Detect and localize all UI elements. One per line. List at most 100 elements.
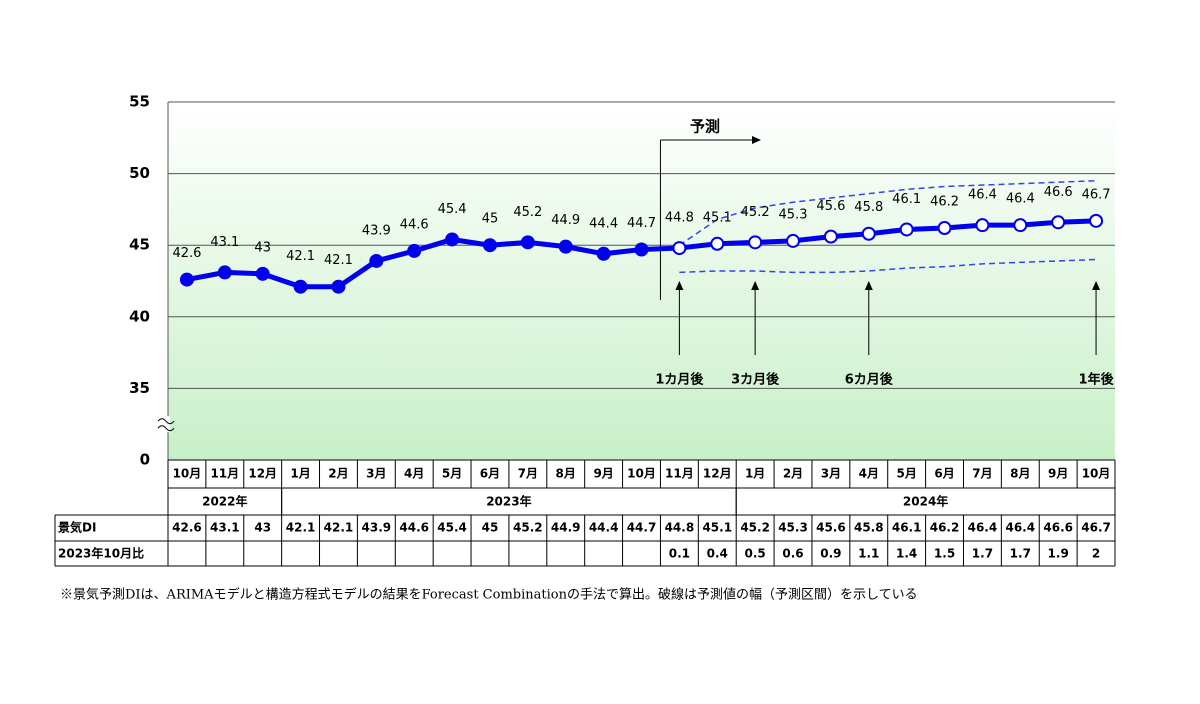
table-cell: 45.1	[702, 521, 732, 535]
point	[634, 242, 649, 257]
table-cell: 43	[254, 521, 271, 535]
data-label: 45.1	[703, 210, 732, 225]
y-tick-label: 0	[140, 451, 150, 469]
y-tick-label: 40	[129, 307, 150, 325]
data-label: 45.3	[779, 207, 808, 222]
table-cell: 45.6	[816, 521, 846, 535]
point	[823, 229, 838, 244]
x-tick-label: 8月	[1010, 467, 1030, 481]
table-cell: 42.1	[324, 521, 354, 535]
point	[520, 235, 535, 250]
x-tick-label: 7月	[518, 467, 538, 481]
data-label: 45.6	[816, 199, 845, 214]
x-tick-label: 1月	[745, 467, 765, 481]
x-tick-label: 2月	[783, 467, 803, 481]
point	[861, 226, 876, 241]
data-label: 43	[254, 240, 271, 255]
x-tick-label: 9月	[593, 467, 613, 481]
data-label: 45.2	[741, 205, 770, 220]
plot-area	[168, 102, 1115, 460]
table-cell: 46.7	[1081, 521, 1111, 535]
horizon-label: 6カ月後	[845, 372, 894, 388]
axis-break	[157, 418, 175, 432]
horizon-label: 3カ月後	[731, 372, 780, 388]
x-tick-label: 2月	[328, 467, 348, 481]
data-label: 46.4	[1006, 192, 1035, 207]
table-cell: 44.6	[399, 521, 429, 535]
data-label: 46.1	[892, 192, 921, 207]
table-cell: 44.7	[627, 521, 657, 535]
x-tick-label: 9月	[1048, 467, 1068, 481]
horizon-label: 1カ月後	[655, 372, 704, 388]
x-tick-label: 11月	[665, 467, 694, 481]
x-tick-label: 5月	[896, 467, 916, 481]
x-tick-label: 11月	[210, 467, 239, 481]
table-cell: 1.7	[1010, 547, 1031, 561]
data-label: 44.4	[589, 216, 618, 231]
point	[293, 279, 308, 294]
data-label: 46.2	[930, 195, 959, 210]
data-label: 45	[482, 212, 499, 227]
table-cell: 0.1	[669, 547, 690, 561]
point	[748, 235, 763, 250]
point	[937, 221, 952, 236]
data-label: 43.1	[210, 235, 239, 250]
x-tick-label: 10月	[627, 467, 656, 481]
table-cell: 45	[482, 521, 499, 535]
table-cell: 46.4	[1005, 521, 1035, 535]
data-label: 44.9	[551, 213, 580, 228]
data-label: 45.4	[438, 202, 467, 217]
point	[975, 218, 990, 233]
data-label: 43.9	[362, 223, 391, 238]
table-cell: 1.9	[1048, 547, 1069, 561]
x-tick-label: 3月	[366, 467, 386, 481]
x-tick-label: 10月	[1082, 467, 1111, 481]
point	[482, 238, 497, 253]
x-tick-label: 4月	[404, 467, 424, 481]
year-label: 2024年	[903, 494, 948, 509]
table-cell: 46.4	[968, 521, 998, 535]
point	[1089, 213, 1104, 228]
table-cell: 0.5	[745, 547, 766, 561]
horizon-label: 1年後	[1079, 372, 1115, 388]
data-label: 44.7	[627, 216, 656, 231]
x-tick-label: 5月	[442, 467, 462, 481]
point	[1013, 218, 1028, 233]
table-cell: 43.1	[210, 521, 240, 535]
data-label: 44.6	[400, 217, 429, 232]
table-cell: 1.4	[896, 547, 917, 561]
table-cell: 0.4	[707, 547, 728, 561]
year-label: 2023年	[486, 494, 531, 509]
point	[407, 243, 422, 258]
data-label: 45.2	[513, 205, 542, 220]
table-cell: 45.8	[854, 521, 884, 535]
x-tick-label: 3月	[821, 467, 841, 481]
point	[558, 239, 573, 254]
row-label: 景気DI	[58, 520, 96, 535]
y-tick-label: 50	[129, 164, 150, 182]
data-label: 46.4	[968, 188, 997, 203]
table-cell: 43.9	[362, 521, 392, 535]
point	[255, 266, 270, 281]
point	[331, 279, 346, 294]
table-cell: 45.3	[778, 521, 808, 535]
y-tick-label: 35	[129, 379, 150, 397]
x-tick-label: 7月	[972, 467, 992, 481]
data-label: 46.7	[1082, 187, 1111, 202]
table-cell: 46.6	[1043, 521, 1073, 535]
x-tick-label: 1月	[290, 467, 310, 481]
table-cell: 45.4	[437, 521, 467, 535]
data-label: 42.6	[172, 246, 201, 261]
table-cell: 46.1	[892, 521, 922, 535]
x-tick-label: 10月	[173, 467, 202, 481]
point	[596, 246, 611, 261]
table-cell: 44.9	[551, 521, 581, 535]
point	[445, 232, 460, 247]
point	[369, 253, 384, 268]
data-label: 42.1	[324, 253, 353, 268]
x-tick-label: 6月	[480, 467, 500, 481]
point	[710, 236, 725, 251]
year-label: 2022年	[202, 494, 247, 509]
x-tick-label: 12月	[248, 467, 277, 481]
